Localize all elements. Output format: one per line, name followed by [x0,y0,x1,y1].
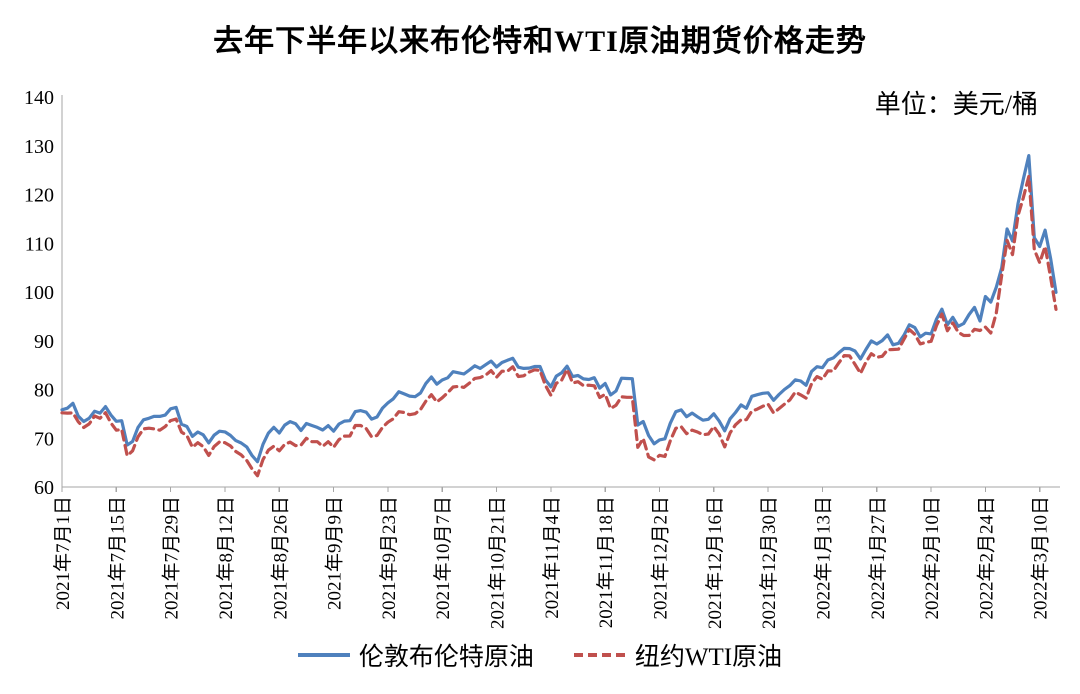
legend-item-wti: 纽约WTI原油 [573,637,783,673]
x-tick-label: 2022年2月24日 [975,496,997,620]
x-tick-label: 2021年12月2日 [649,496,671,620]
y-tick-label: 70 [34,428,54,450]
x-tick-label: 2021年12月30日 [758,496,780,629]
x-tick-label: 2021年8月12日 [215,496,237,620]
x-tick-label: 2022年3月10日 [1030,496,1052,620]
brent-series-line [60,154,1058,464]
brent-line-sample [297,653,350,657]
x-tick-label: 2022年1月13日 [812,496,834,620]
x-tick-label: 2021年9月23日 [378,496,400,620]
legend-label-brent: 伦敦布伦特原油 [358,644,534,671]
legend-label-wti: 纽约WTI原油 [634,644,783,671]
chart-title: 去年下半年以来布伦特和WTI原油期货价格走势 [213,25,867,58]
x-tick-label: 2021年7月29日 [161,496,183,620]
y-tick-label: 100 [24,282,54,304]
x-tick-label: 2021年11月4日 [541,496,563,619]
x-tick-label: 2021年7月15日 [106,496,128,620]
unit-label: 单位：美元/桶 [874,90,1038,119]
x-tick-label: 2021年7月1日 [52,496,74,610]
x-tick-label: 2022年1月27日 [867,496,889,620]
x-tick-label: 2021年10月7日 [432,496,454,620]
y-tick-label: 60 [34,477,54,499]
y-tick-label: 130 [24,136,54,158]
x-tick-label: 2021年10月21日 [487,496,509,629]
x-tick-label: 2021年8月26日 [269,496,291,620]
y-tick-label: 120 [24,185,54,207]
y-tick-label: 110 [25,233,54,255]
y-tick-label: 80 [34,380,54,402]
x-tick-label: 2021年12月16日 [704,496,726,629]
y-tick-label: 140 [24,87,54,109]
x-tick-label: 2021年11月18日 [595,496,617,628]
legend-item-brent: 伦敦布伦特原油 [297,637,534,673]
wti-dashed-sample [573,653,626,657]
chart-legend: 伦敦布伦特原油 纽约WTI原油 [0,637,1080,673]
y-tick-label: 90 [34,331,54,353]
wti-series-line [60,174,1058,478]
x-tick-label: 2021年9月9日 [324,496,346,610]
x-tick-label: 2022年2月10日 [921,496,943,620]
